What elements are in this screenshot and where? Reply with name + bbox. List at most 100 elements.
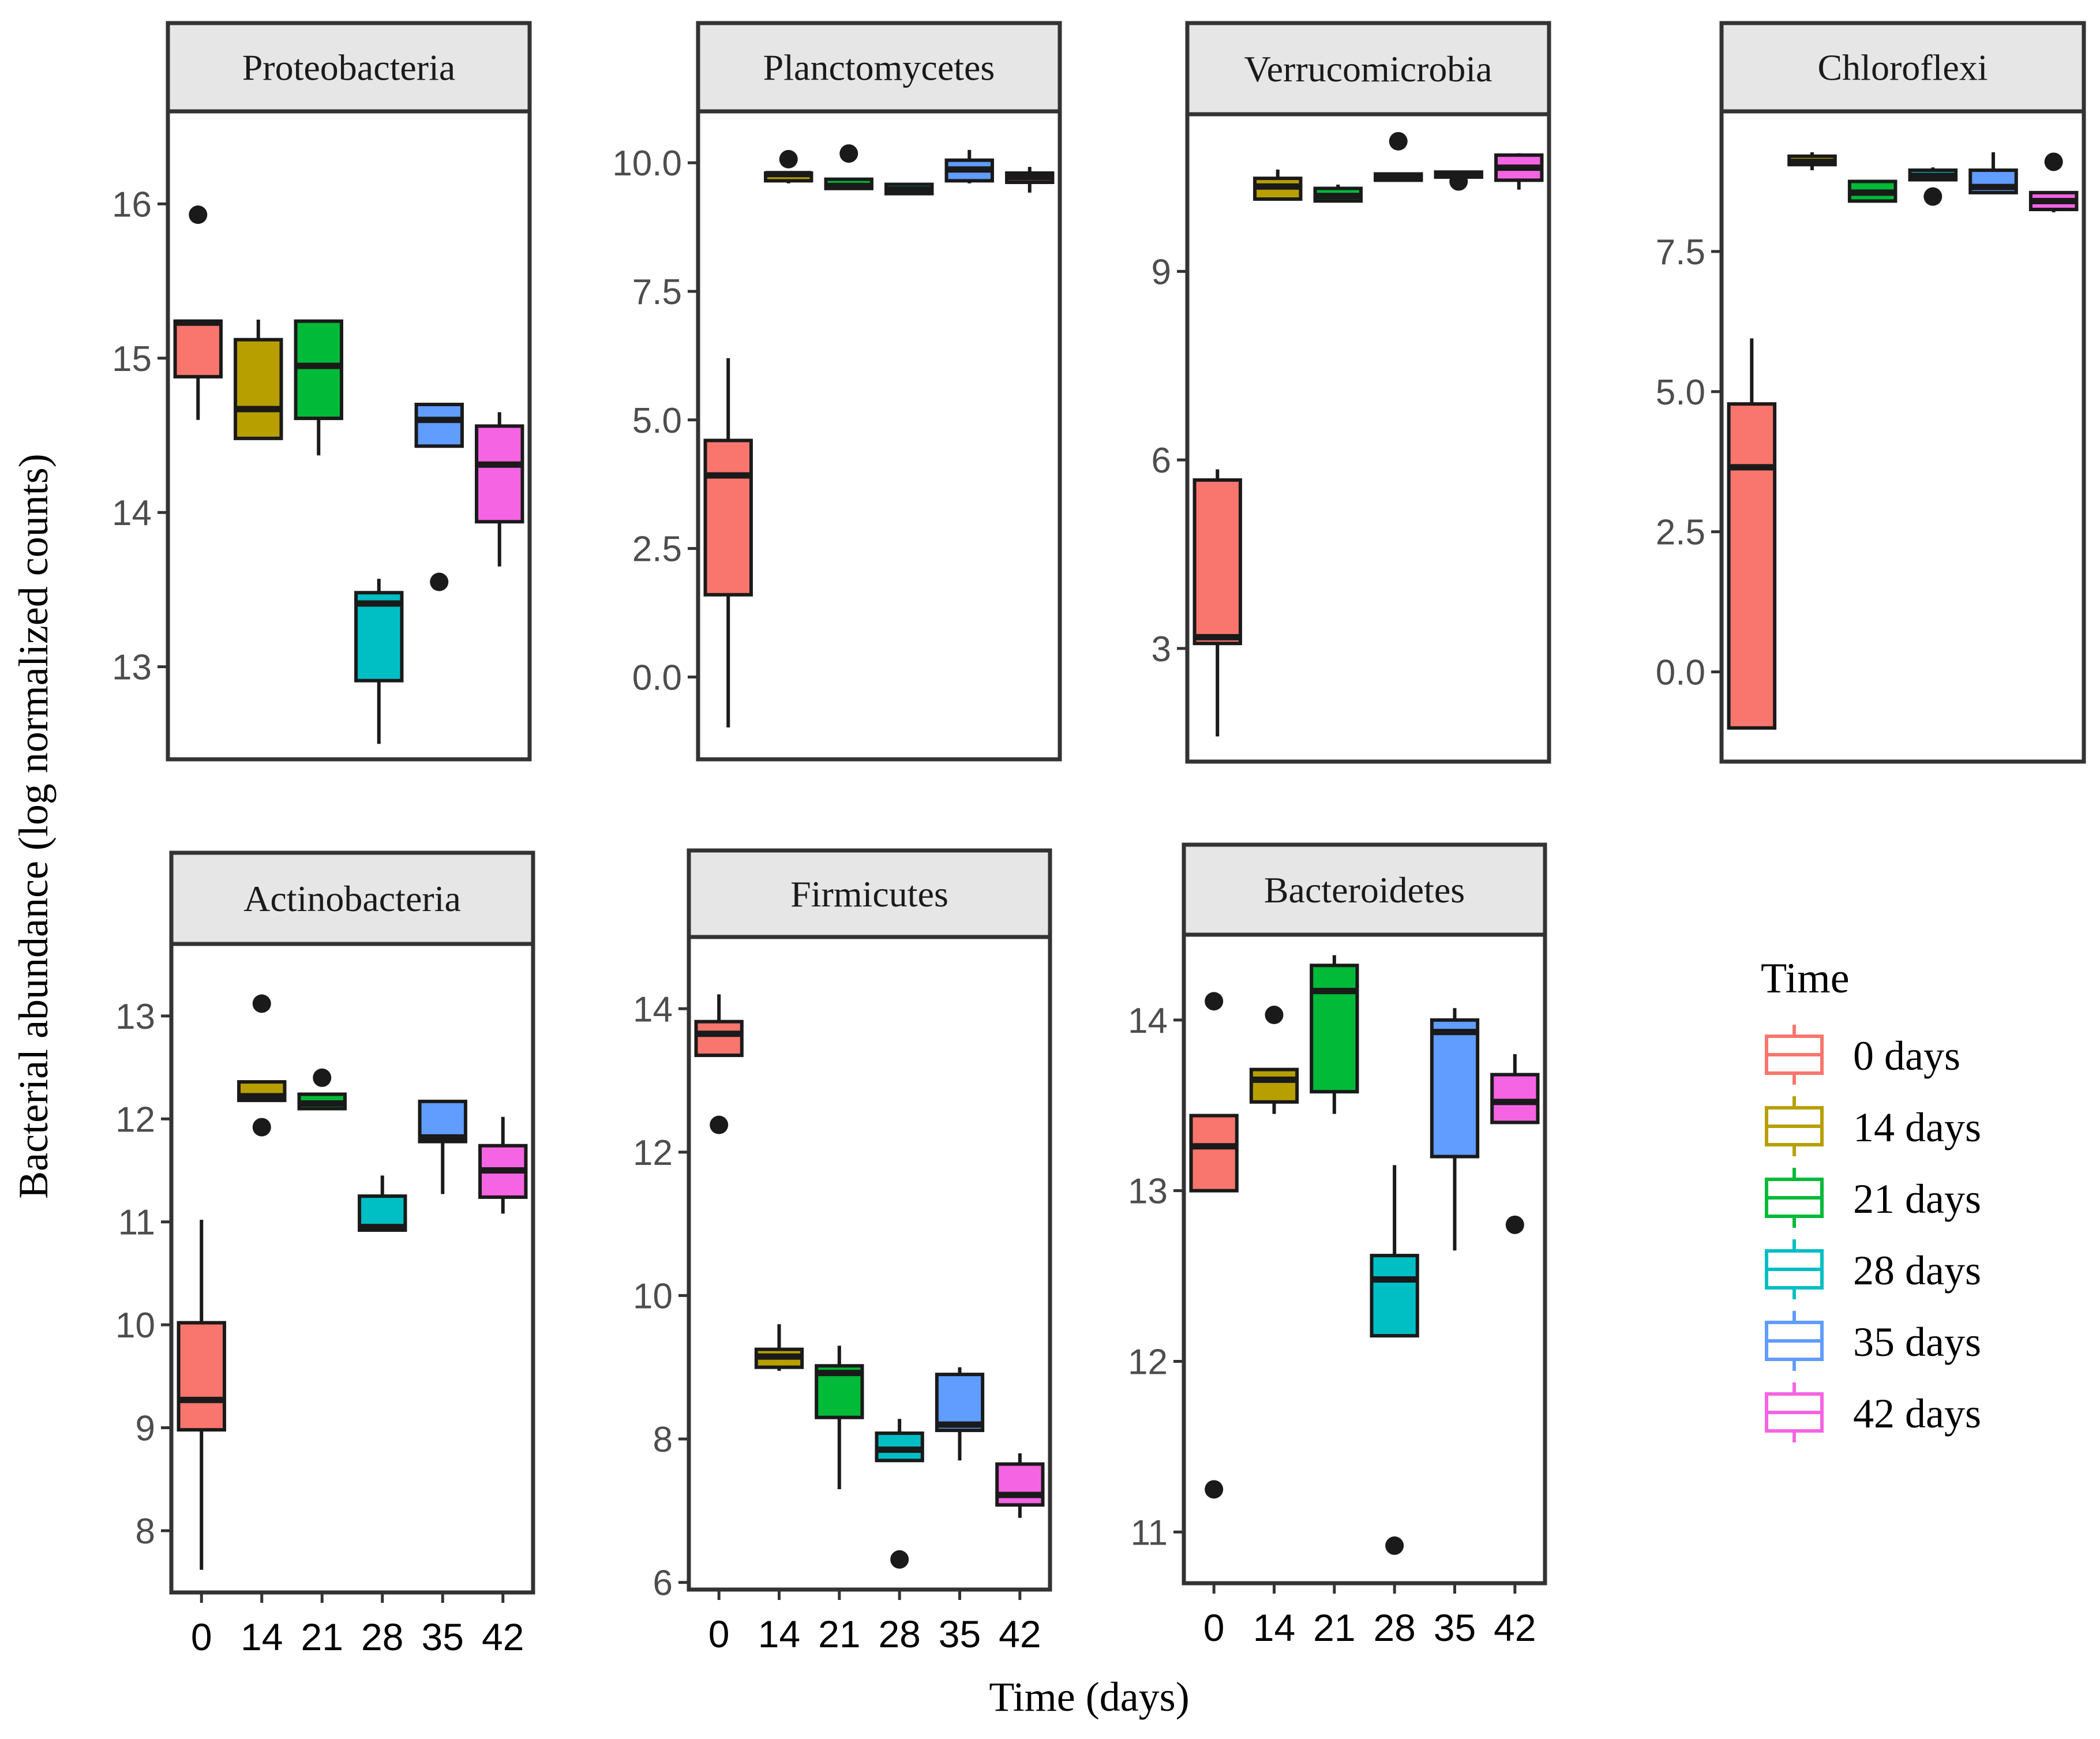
box-0-days [694, 994, 744, 1134]
y-tick-label: 10.0 [612, 144, 682, 183]
y-tick-label: 3 [1152, 629, 1171, 669]
x-tick-label: 42 [1494, 1606, 1536, 1649]
box-42-days [478, 1116, 528, 1214]
box-iqr [1727, 402, 1777, 730]
box-iqr [1430, 1018, 1480, 1159]
panel-title: Chloroflexi [1817, 47, 1987, 88]
x-tick-label: 42 [482, 1616, 524, 1658]
panel-title: Actinobacteria [243, 878, 461, 919]
x-tick-label: 28 [361, 1616, 403, 1658]
outlier-point [1265, 1006, 1284, 1025]
box-iqr [294, 319, 343, 421]
box-28-days [1370, 1165, 1419, 1555]
y-tick-label: 16 [112, 185, 152, 224]
outlier-point [1449, 172, 1468, 191]
x-tick-label: 0 [1203, 1606, 1225, 1649]
y-tick-label: 12 [1128, 1342, 1168, 1382]
box-0-days [173, 205, 223, 420]
box-0-days [1727, 338, 1777, 730]
x-tick-label: 0 [708, 1613, 730, 1655]
panel-frame [166, 109, 532, 762]
box-42-days [2028, 152, 2079, 212]
x-tick-label: 35 [939, 1613, 981, 1655]
box-42-days [1494, 153, 1544, 190]
outlier-point [189, 205, 208, 224]
outlier-point [839, 144, 858, 163]
legend-item: 42 days [1765, 1382, 1981, 1442]
outlier-point [890, 1550, 909, 1569]
box-0-days [703, 358, 753, 728]
box-iqr [694, 1020, 744, 1058]
legend-label: 42 days [1853, 1391, 1981, 1437]
panel-strip [687, 848, 1052, 939]
y-tick-label: 9 [136, 1409, 155, 1449]
panel-title: Bacteroidetes [1264, 870, 1465, 910]
y-tick-label: 13 [1128, 1172, 1168, 1212]
box-28-days [354, 579, 404, 744]
box-14-days [1249, 1006, 1299, 1114]
box-28-days [875, 1419, 924, 1569]
y-tick-label: 11 [118, 1203, 155, 1243]
box-35-days [1968, 152, 2018, 194]
box-35-days [418, 1099, 467, 1194]
y-tick-label: 13 [115, 997, 155, 1037]
box-28-days [884, 182, 934, 196]
box-35-days [1434, 170, 1483, 191]
y-tick-label: 13 [112, 648, 152, 688]
panel-strip [696, 21, 1062, 114]
box-21-days [815, 1346, 864, 1489]
y-tick-label: 14 [112, 493, 152, 533]
panel-strip [1182, 842, 1547, 937]
x-tick-label: 35 [422, 1616, 464, 1658]
box-iqr [703, 439, 753, 597]
panel-strip [166, 21, 532, 114]
box-35-days [1430, 1008, 1480, 1251]
box-iqr [1249, 1067, 1299, 1104]
y-tick-label: 14 [633, 990, 673, 1029]
outlier-point [710, 1115, 729, 1134]
y-tick-label: 10 [115, 1306, 155, 1346]
box-iqr [177, 1321, 226, 1432]
box-iqr [995, 1462, 1045, 1507]
box-42-days [475, 412, 524, 567]
legend: Time 0 days 14 days 21 days 28 days 35 days 4… [1761, 955, 1981, 1442]
panel-proteobacteria: Proteobacteria 13 14 15 16 [112, 21, 532, 762]
x-tick-label: 14 [241, 1616, 283, 1658]
legend-label: 21 days [1853, 1176, 1981, 1222]
x-tick-label: 0 [191, 1616, 212, 1658]
box-iqr [1189, 1114, 1239, 1193]
legend-items: 0 days 14 days 21 days 28 days 35 days 42 day… [1765, 1025, 1981, 1442]
box-21-days [297, 1068, 347, 1111]
box-42-days [1005, 167, 1055, 193]
box-iqr [1370, 1254, 1419, 1338]
outlier-point [1389, 132, 1408, 151]
y-tick-label: 7.5 [1656, 233, 1705, 272]
legend-label: 35 days [1853, 1319, 1981, 1365]
box-28-days [358, 1175, 407, 1232]
legend-item: 0 days [1765, 1025, 1960, 1085]
box-42-days [1490, 1054, 1540, 1234]
y-tick-label: 0.0 [1656, 653, 1705, 693]
y-tick-label: 8 [653, 1420, 673, 1460]
legend-item: 14 days [1765, 1096, 1981, 1156]
box-28-days [1374, 132, 1423, 182]
box-iqr [414, 403, 464, 448]
panels-layer: Proteobacteria 13 14 15 16 Planctomycetes 0.0 2… [112, 21, 2086, 1658]
outlier-point [252, 994, 271, 1013]
panel-firmicutes: Firmicutes 6 8 10 12 14 0 14 21 28 35 42 [633, 848, 1052, 1655]
y-tick-label: 6 [653, 1564, 673, 1603]
outlier-point [1505, 1215, 1524, 1234]
legend-item: 35 days [1765, 1311, 1981, 1371]
x-tick-label: 21 [301, 1616, 343, 1658]
box-iqr [1490, 1073, 1540, 1125]
y-tick-label: 11 [1131, 1513, 1168, 1553]
x-tick-label: 14 [1253, 1606, 1295, 1649]
box-0-days [177, 1220, 226, 1570]
box-0-days [1192, 469, 1242, 737]
box-iqr [354, 591, 404, 683]
panel-chloroflexi: Chloroflexi 0.0 2.5 5.0 7.5 [1656, 21, 2086, 764]
panel-frame [687, 935, 1052, 1592]
panel-title: Planctomycetes [763, 47, 995, 88]
box-14-days [234, 319, 283, 440]
